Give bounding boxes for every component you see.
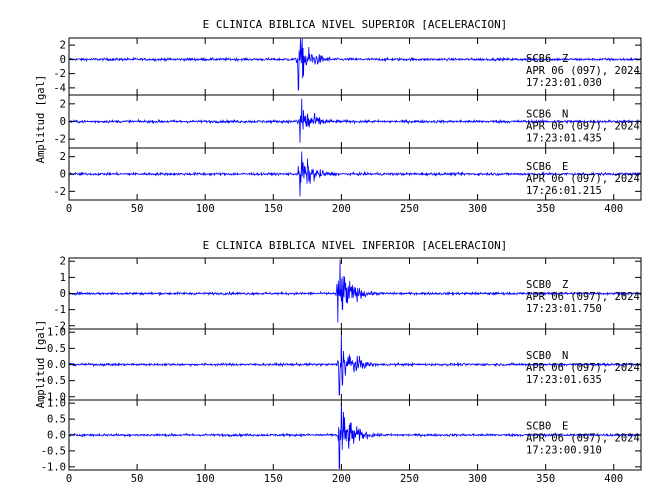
x-tick-label: 400 [604, 203, 623, 215]
x-tick-label: 100 [196, 203, 215, 215]
station-label: SCB0 [526, 279, 551, 291]
x-tick-label: 150 [264, 473, 283, 485]
y-tick-label: 0 [60, 54, 66, 66]
trace-scb6-z [68, 38, 642, 91]
x-tick-label: 0 [66, 203, 72, 215]
y-tick-label: -0.5 [41, 445, 66, 457]
chart-title: E CLINICA BIBLICA NIVEL INFERIOR [ACELER… [203, 239, 508, 252]
y-tick-label: 1 [60, 272, 66, 284]
time-label: 17:23:01.435 [526, 132, 602, 144]
y-tick-label: 0 [60, 169, 66, 181]
trace-scb6-e [68, 151, 642, 197]
x-tick-label: 250 [400, 203, 419, 215]
y-axis-label: Amplitud [gal] [35, 75, 47, 164]
station-label: SCB6 [526, 53, 551, 65]
date-label: APR 06 (097), 2024 [526, 65, 640, 77]
component-label: E [562, 420, 568, 432]
y-tick-label: -2 [53, 68, 66, 80]
station-label: SCB6 [526, 161, 551, 173]
x-tick-label: 350 [536, 203, 555, 215]
trace-scb0-n [68, 332, 642, 396]
time-label: 17:23:01.635 [526, 374, 602, 386]
date-label: APR 06 (097), 2024 [526, 120, 640, 132]
x-tick-label: 350 [536, 473, 555, 485]
y-tick-label: 0.0 [47, 359, 66, 371]
time-label: 17:23:01.030 [526, 77, 602, 89]
chart-title: E CLINICA BIBLICA NIVEL SUPERIOR [ACELER… [203, 18, 508, 31]
date-label: APR 06 (097), 2024 [526, 432, 640, 444]
x-tick-label: 200 [332, 473, 351, 485]
y-tick-label: -1.0 [41, 461, 66, 473]
component-label: Z [562, 53, 568, 65]
component-label: Z [562, 279, 568, 291]
x-tick-label: 50 [131, 203, 144, 215]
x-tick-label: 300 [468, 473, 487, 485]
date-label: APR 06 (097), 2024 [526, 362, 640, 374]
y-tick-label: 2 [60, 98, 66, 110]
trace-scb6-n [68, 98, 642, 143]
y-axis-label: Amplitud [gal] [35, 320, 47, 409]
x-tick-label: 100 [196, 473, 215, 485]
component-label: N [562, 350, 568, 362]
time-label: 17:23:01.750 [526, 303, 602, 315]
x-tick-label: 150 [264, 203, 283, 215]
date-label: APR 06 (097), 2024 [526, 291, 640, 303]
station-label: SCB0 [526, 350, 551, 362]
date-label: APR 06 (097), 2024 [526, 173, 640, 185]
y-tick-label: -4 [53, 82, 66, 94]
y-tick-label: -0.5 [41, 375, 66, 387]
y-tick-label: 2 [60, 256, 66, 268]
trace-scb0-z [68, 259, 642, 323]
y-tick-label: 0 [60, 288, 66, 300]
y-tick-label: 2 [60, 151, 66, 163]
y-tick-label: -2 [53, 320, 66, 332]
time-label: 17:26:01.215 [526, 185, 602, 197]
x-tick-label: 0 [66, 473, 72, 485]
y-tick-label: -1 [53, 304, 66, 316]
x-tick-label: 300 [468, 203, 487, 215]
y-tick-label: 2 [60, 40, 66, 52]
y-tick-label: 0.5 [47, 343, 66, 355]
y-tick-label: 1.0 [47, 327, 66, 339]
station-label: SCB6 [526, 108, 551, 120]
x-tick-label: 200 [332, 203, 351, 215]
y-tick-label: 0 [60, 116, 66, 128]
time-label: 17:23:00.910 [526, 444, 602, 456]
x-tick-label: 400 [604, 473, 623, 485]
y-tick-label: -1.0 [41, 391, 66, 403]
y-tick-label: -2 [53, 134, 66, 146]
x-tick-label: 50 [131, 473, 144, 485]
y-tick-label: 0.5 [47, 414, 66, 426]
y-tick-label: 0.0 [47, 430, 66, 442]
x-tick-label: 250 [400, 473, 419, 485]
component-label: N [562, 108, 568, 120]
component-label: E [562, 161, 568, 173]
y-tick-label: -2 [53, 186, 66, 198]
y-tick-label: 1.0 [47, 398, 66, 410]
station-label: SCB0 [526, 420, 551, 432]
trace-scb0-e [68, 403, 642, 469]
